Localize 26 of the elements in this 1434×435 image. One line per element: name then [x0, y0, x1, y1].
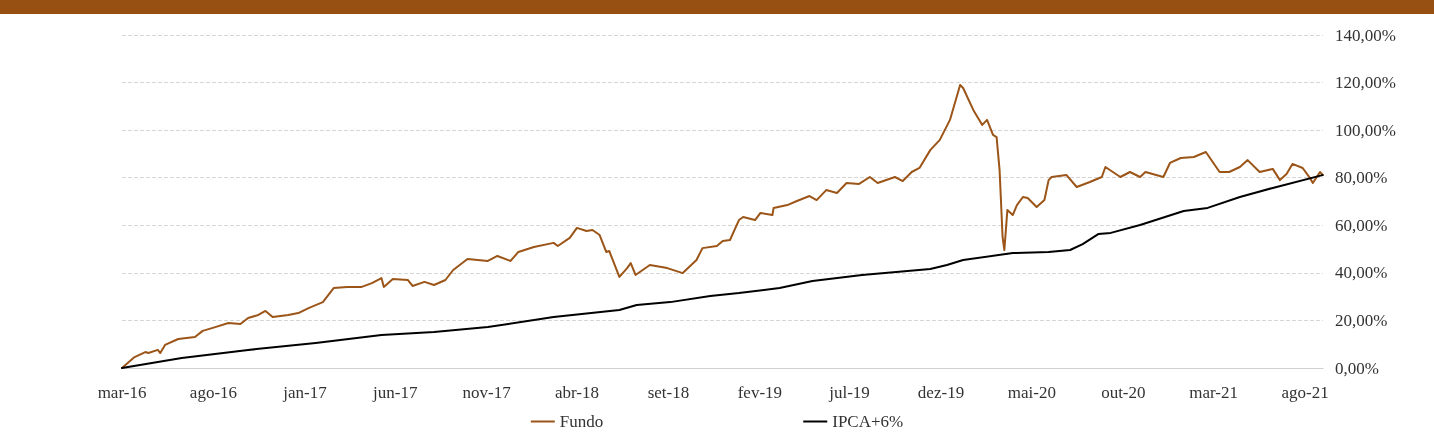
legend-label: Fundo: [559, 412, 604, 431]
x-tick-label: mar-21: [1189, 383, 1238, 402]
y-tick-label: 60,00%: [1335, 215, 1388, 235]
legend-label: IPCA+6%: [832, 412, 904, 431]
x-tick-label: set-18: [647, 383, 690, 402]
x-tick-label: abr-18: [554, 383, 599, 402]
y-tick-label: 120,00%: [1335, 73, 1396, 93]
x-tick-label: out-20: [1101, 383, 1146, 402]
x-tick-label: nov-17: [462, 383, 512, 402]
y-tick-label: 140,00%: [1335, 25, 1396, 45]
y-tick-label: 0,00%: [1335, 358, 1379, 378]
y-tick-label: 80,00%: [1335, 168, 1388, 188]
x-tick-label: ago-21: [1281, 383, 1329, 402]
y-tick-label: 20,00%: [1335, 310, 1388, 330]
x-tick-label: jan-17: [282, 383, 328, 402]
x-tick-label: mar-16: [97, 383, 147, 402]
line-series: [121, 83, 1324, 369]
x-tick-label: mai-20: [1007, 383, 1056, 402]
x-tick-label: dez-19: [917, 383, 965, 402]
x-tick-label: fev-19: [737, 383, 783, 402]
y-tick-label: 100,00%: [1335, 120, 1396, 140]
y-tick-label: 40,00%: [1335, 263, 1388, 283]
x-tick-label: jun-17: [372, 383, 418, 402]
line-series: [121, 174, 1324, 369]
x-tick-label: jul-19: [828, 383, 870, 402]
x-tick-label: ago-16: [189, 383, 238, 402]
